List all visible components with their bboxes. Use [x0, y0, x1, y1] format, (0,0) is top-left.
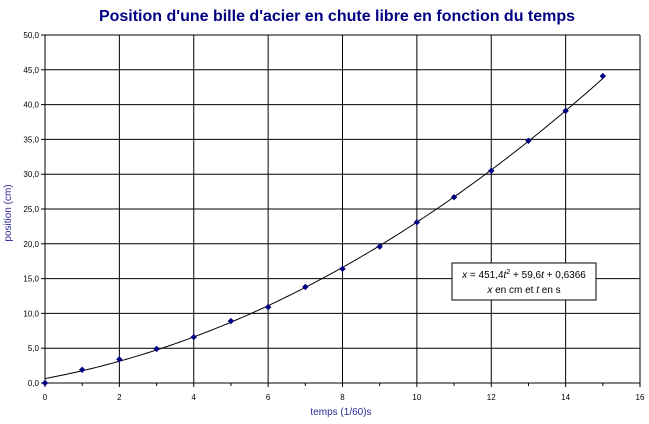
eq-part-7: + 0,6366	[544, 270, 586, 281]
trendline-curve	[44, 78, 604, 380]
equation-line-1: x = 451,4t2 + 59,6t + 0,6366	[461, 269, 586, 281]
data-point	[450, 193, 458, 201]
eq-line2-b: en cm et	[492, 285, 536, 296]
trendline	[44, 78, 604, 380]
data-point	[562, 107, 569, 115]
data-point	[41, 379, 49, 387]
y-tick-label: 5,0	[28, 344, 40, 353]
y-tick-labels: 0,0 5,0 10,0 15,0 20,0 25,0 30,0 35,0 40,0 45,0 50…	[23, 31, 39, 388]
eq-part-6: t	[541, 270, 545, 281]
data-point	[413, 219, 421, 226]
x-tick-label: 8	[340, 393, 345, 402]
data-point	[488, 167, 495, 174]
equation-box: x = 451,4t2 + 59,6t + 0,6366 x en cm et …	[451, 262, 597, 301]
data-point	[339, 265, 346, 273]
x-tick-label: 4	[192, 393, 197, 402]
data-point	[153, 345, 160, 353]
data-point	[376, 243, 383, 250]
x-axis-label: temps (1/60)s	[310, 407, 371, 418]
eq-part-2: = 451,4	[467, 270, 504, 281]
data-point	[116, 356, 123, 363]
y-tick-label: 40,0	[23, 101, 39, 110]
y-tick-label: 50,0	[23, 31, 39, 40]
equation-line-2: x en cm et t en s	[486, 285, 560, 296]
grid	[41, 34, 641, 387]
y-tick-label: 0,0	[28, 379, 40, 388]
data-point	[227, 317, 235, 325]
eq-part-3: t	[504, 270, 508, 281]
x-tick-label: 0	[43, 393, 48, 402]
y-axis-label: position (cm)	[3, 184, 14, 241]
x-tick-label: 2	[117, 393, 122, 402]
eq-line2-d: en s	[539, 285, 561, 296]
data-point	[525, 137, 532, 144]
x-tick-label: 10	[412, 393, 421, 402]
y-tick-label: 25,0	[23, 205, 39, 214]
eq-part-1: x	[461, 270, 468, 281]
y-tick-label: 20,0	[23, 240, 39, 249]
data-point	[302, 283, 309, 291]
x-tick-label: 16	[636, 393, 645, 402]
data-points	[41, 72, 607, 387]
x-tick-label: 14	[561, 393, 570, 402]
data-point	[599, 72, 607, 80]
eq-part-5: + 59,6	[510, 270, 541, 281]
x-tick-label: 12	[487, 393, 496, 402]
y-tick-label: 10,0	[23, 309, 39, 318]
data-point	[264, 303, 272, 311]
x-tick-labels: 0 2 4 6 8 10 12 14 16	[43, 393, 645, 402]
eq-line2-c: t	[536, 285, 540, 296]
y-tick-label: 45,0	[23, 66, 39, 75]
eq-line2-a: x	[486, 285, 493, 296]
y-tick-label: 30,0	[23, 170, 39, 179]
data-point	[78, 366, 86, 373]
x-tick-label: 6	[266, 393, 271, 402]
eq-part-4: 2	[506, 269, 510, 276]
chart-title: Position d'une bille d'acier en chute li…	[99, 8, 575, 25]
y-tick-label: 35,0	[23, 135, 39, 144]
data-point	[190, 333, 197, 341]
y-tick-label: 15,0	[23, 275, 39, 284]
